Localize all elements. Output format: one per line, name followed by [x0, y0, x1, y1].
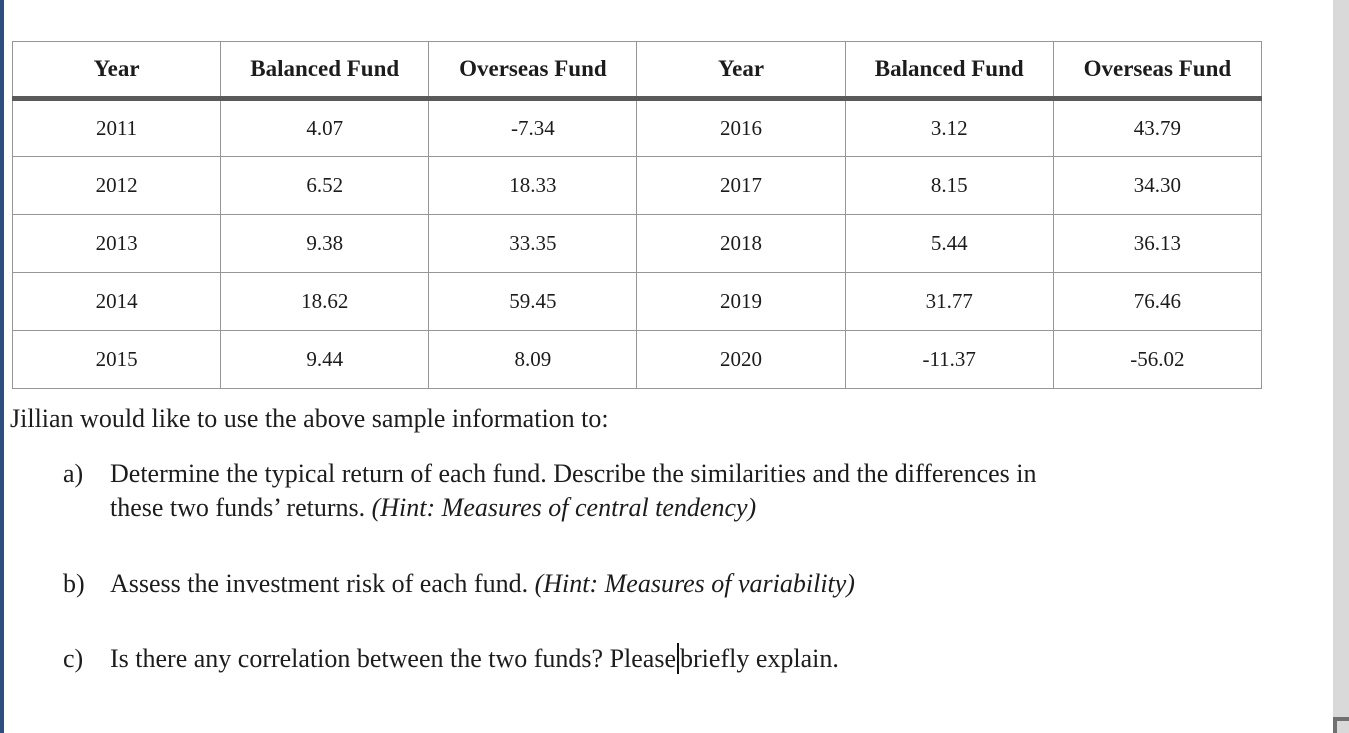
table-cell[interactable]: 43.79 — [1052, 98, 1263, 157]
list-item-text[interactable]: Is there any correlation between the two… — [110, 642, 1272, 676]
table-cell[interactable]: 3.12 — [844, 98, 1054, 157]
table-cell[interactable]: 8.09 — [428, 330, 638, 389]
column-header-overseas-fund[interactable]: Overseas Fund — [1052, 41, 1263, 101]
intro-paragraph[interactable]: Jillian would like to use the above samp… — [10, 404, 609, 433]
page-corner-mark — [1333, 717, 1349, 721]
list-item-text[interactable]: Assess the investment risk of each fund.… — [110, 567, 1272, 601]
table-row: 2013 9.38 33.35 2018 5.44 36.13 — [11, 214, 1263, 273]
table-cell[interactable]: 76.46 — [1052, 272, 1263, 331]
item-c-after-caret: briefly explain. — [680, 644, 839, 673]
item-b-text: Assess the investment risk of each fund. — [110, 569, 535, 598]
table-cell[interactable]: 2020 — [636, 330, 846, 389]
table-row: 2014 18.62 59.45 2019 31.77 76.46 — [11, 272, 1263, 331]
list-item-a[interactable]: a) Determine the typical return of each … — [10, 457, 1272, 525]
item-a-hint: (Hint: Measures of central tendency) — [371, 493, 757, 522]
list-marker: a) — [63, 459, 84, 488]
table-row: 2015 9.44 8.09 2020 -11.37 -56.02 — [11, 330, 1263, 389]
table-cell[interactable]: 9.44 — [220, 330, 430, 389]
text-cursor — [677, 643, 680, 674]
table-cell[interactable]: 2011 — [11, 98, 222, 157]
table-row: 2012 6.52 18.33 2017 8.15 34.30 — [11, 156, 1263, 215]
table-cell[interactable]: 2012 — [11, 156, 222, 215]
table-cell[interactable]: 36.13 — [1052, 214, 1263, 273]
table-cell[interactable]: 2018 — [636, 214, 846, 273]
list-item-c[interactable]: c) Is there any correlation between the … — [10, 642, 1272, 676]
table-cell[interactable]: 8.15 — [844, 156, 1054, 215]
table-cell[interactable]: 34.30 — [1052, 156, 1263, 215]
table-header-row: Year Balanced Fund Overseas Fund Year Ba… — [11, 41, 1263, 101]
table-cell[interactable]: 18.62 — [220, 272, 430, 331]
item-a-line2: these two funds’ returns. — [110, 493, 372, 522]
table-cell[interactable]: 4.07 — [220, 98, 430, 157]
column-header-year[interactable]: Year — [11, 41, 222, 101]
item-c-before-caret: Is there any correlation between the two… — [110, 644, 677, 673]
table-cell[interactable]: 18.33 — [428, 156, 638, 215]
column-header-year[interactable]: Year — [636, 41, 846, 101]
item-a-line1: Determine the typical return of each fun… — [110, 459, 1037, 488]
table-cell[interactable]: 2015 — [11, 330, 222, 389]
table-cell[interactable]: 59.45 — [428, 272, 638, 331]
page-corner-mark — [1333, 717, 1337, 733]
list-marker: c) — [63, 644, 84, 673]
table-cell[interactable]: -7.34 — [428, 98, 638, 157]
page-edge-accent-line — [0, 0, 4, 733]
table-cell[interactable]: 33.35 — [428, 214, 638, 273]
table-cell[interactable]: 2013 — [11, 214, 222, 273]
table-cell[interactable]: 2014 — [11, 272, 222, 331]
list-item-text[interactable]: Determine the typical return of each fun… — [110, 457, 1272, 525]
table-cell[interactable]: 2016 — [636, 98, 846, 157]
column-header-balanced-fund[interactable]: Balanced Fund — [844, 41, 1054, 101]
table-cell[interactable]: 2019 — [636, 272, 846, 331]
item-b-hint: (Hint: Measures of variability) — [534, 569, 855, 598]
column-header-balanced-fund[interactable]: Balanced Fund — [220, 41, 430, 101]
table-cell[interactable]: 5.44 — [844, 214, 1054, 273]
list-marker: b) — [63, 569, 85, 598]
document-body: Jillian would like to use the above samp… — [10, 402, 1272, 676]
table-cell[interactable]: -11.37 — [844, 330, 1054, 389]
scrollbar-track[interactable] — [1333, 0, 1349, 733]
table-cell[interactable]: 6.52 — [220, 156, 430, 215]
table-cell[interactable]: 9.38 — [220, 214, 430, 273]
fund-returns-table: Year Balanced Fund Overseas Fund Year Ba… — [11, 41, 1263, 389]
list-item-b[interactable]: b) Assess the investment risk of each fu… — [10, 567, 1272, 601]
table-row: 2011 4.07 -7.34 2016 3.12 43.79 — [11, 98, 1263, 157]
table-cell[interactable]: 31.77 — [844, 272, 1054, 331]
table-cell[interactable]: 2017 — [636, 156, 846, 215]
column-header-overseas-fund[interactable]: Overseas Fund — [428, 41, 638, 101]
table-cell[interactable]: -56.02 — [1052, 330, 1263, 389]
